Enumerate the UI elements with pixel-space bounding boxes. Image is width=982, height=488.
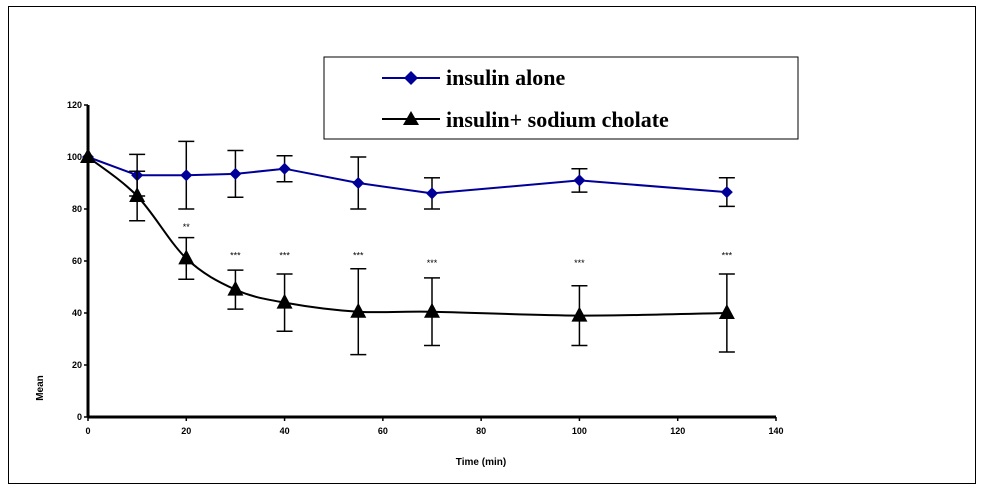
x-tick-label: 20 bbox=[181, 426, 191, 436]
series-insulin-alone bbox=[82, 140, 735, 210]
legend-label-insulin-alone: insulin alone bbox=[446, 65, 565, 90]
series-insulin-sodium-cholate bbox=[80, 148, 735, 356]
data-point-triangle bbox=[350, 302, 367, 318]
y-tick-label: 0 bbox=[77, 412, 82, 422]
y-tick-label: 100 bbox=[67, 152, 82, 162]
data-point-diamond bbox=[278, 162, 291, 175]
y-tick-label: 80 bbox=[72, 204, 82, 214]
significance-marker: *** bbox=[427, 258, 438, 268]
x-tick-label: 80 bbox=[476, 426, 486, 436]
x-tick-label: 100 bbox=[572, 426, 587, 436]
data-point-diamond bbox=[426, 187, 438, 200]
series-layer bbox=[80, 140, 735, 356]
significance-marker: *** bbox=[353, 250, 364, 260]
data-point-triangle bbox=[80, 148, 96, 163]
significance-marker: *** bbox=[574, 258, 585, 268]
legend: insulin alone insulin+ sodium cholate bbox=[323, 56, 799, 140]
data-point-triangle bbox=[571, 306, 588, 322]
x-tick-label: 140 bbox=[768, 426, 783, 436]
legend-box bbox=[323, 56, 799, 140]
data-point-triangle bbox=[276, 293, 293, 309]
legend-label-insulin-sodium-cholate: insulin+ sodium cholate bbox=[446, 107, 669, 132]
data-point-diamond bbox=[180, 169, 193, 182]
y-tick-label: 120 bbox=[67, 100, 82, 110]
series-line bbox=[87, 156, 727, 317]
x-tick-label: 120 bbox=[670, 426, 685, 436]
y-axis-title: Mean bbox=[35, 375, 46, 401]
x-axis-title: Time (min) bbox=[456, 457, 506, 468]
data-point-triangle bbox=[718, 304, 735, 319]
data-point-triangle bbox=[178, 249, 195, 265]
y-tick-label: 60 bbox=[72, 256, 82, 266]
x-tick-label: 40 bbox=[280, 426, 290, 436]
data-point-triangle bbox=[129, 187, 146, 202]
data-point-diamond bbox=[720, 186, 733, 199]
x-tick-label: 0 bbox=[85, 426, 90, 436]
data-point-triangle bbox=[227, 280, 244, 296]
legend-marker-triangle bbox=[403, 111, 419, 125]
y-tick-label: 40 bbox=[72, 308, 82, 318]
significance-marker: *** bbox=[722, 250, 733, 260]
legend-marker-diamond bbox=[404, 71, 418, 85]
significance-annotations: ***** *** ****** ****** bbox=[183, 222, 733, 268]
significance-marker: *** bbox=[230, 250, 241, 260]
data-point-diamond bbox=[229, 167, 242, 180]
y-tick-label: 20 bbox=[72, 360, 82, 370]
axes: 0 20 40 60 80 100 120 0 20 40 60 80 100 120 140 bbox=[67, 100, 784, 436]
significance-marker: ** bbox=[183, 222, 191, 232]
data-point-diamond bbox=[352, 177, 365, 189]
x-tick-label: 60 bbox=[378, 426, 388, 436]
data-point-diamond bbox=[573, 174, 586, 187]
data-point-triangle bbox=[424, 302, 440, 318]
significance-marker: *** bbox=[279, 250, 290, 260]
